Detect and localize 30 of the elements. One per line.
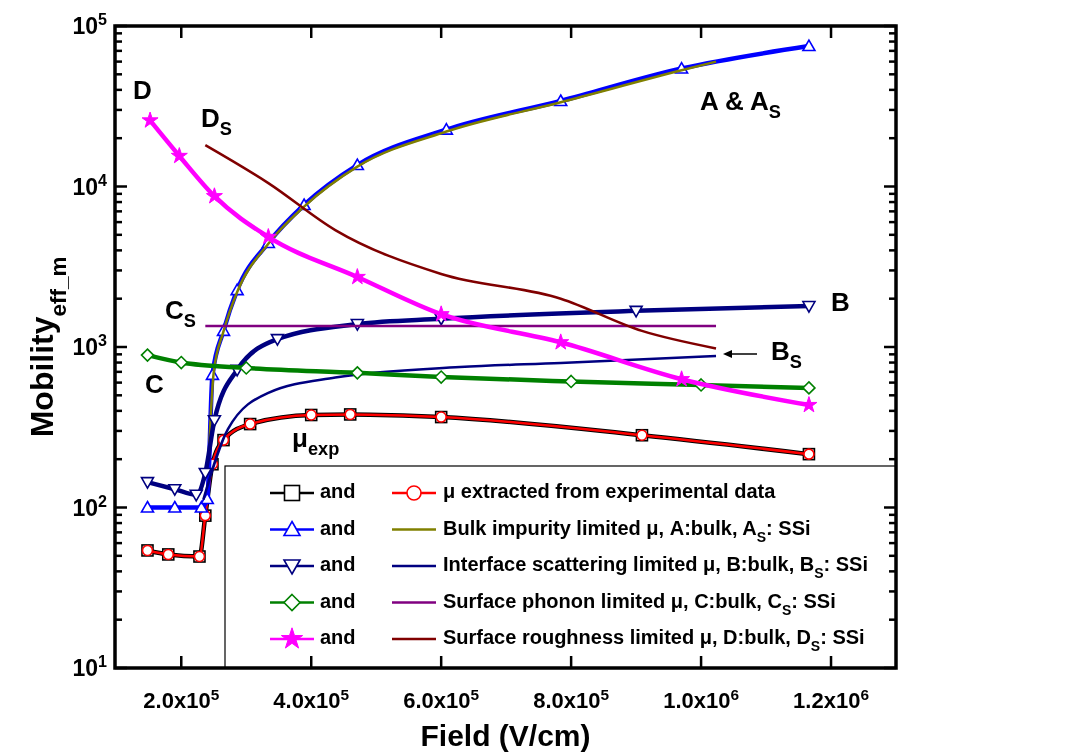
- annotation: B$_{S}$: [771, 335, 802, 372]
- x-tick-label: 2.0x10$^{5}$: [143, 685, 220, 713]
- x-tick-label: 1.2x10$^{6}$: [793, 685, 869, 713]
- x-tick-label: 8.0x10$^{5}$: [533, 685, 610, 713]
- annotation: and: [320, 480, 356, 503]
- x-tick-label: 1.0x10$^{6}$: [663, 685, 739, 713]
- y-tick-label: 10$^{2}$: [72, 491, 108, 521]
- annotation: and: [320, 626, 356, 649]
- legend-label: μ extracted from experimental data: [443, 480, 777, 503]
- y-tick-label: 10$^{1}$: [72, 652, 108, 681]
- legend-label: Surface phonon limited μ, C:bulk, C$_{S}$: SSi: [443, 589, 836, 618]
- legend-label: Interface scattering limited μ, B:bulk, B$_{S}$: SSi: [443, 553, 868, 581]
- annotation: B: [831, 286, 850, 317]
- x-tick-label: 6.0x10$^{5}$: [403, 685, 480, 713]
- y-tick-label: 10$^{4}$: [72, 170, 108, 200]
- y-tick-label: 10$^{5}$: [72, 10, 108, 39]
- annotation: and: [320, 589, 356, 612]
- legend-label: Bulk impurity limited μ, A:bulk, A$_{S}$: SSi: [443, 516, 811, 545]
- annotation: and: [320, 516, 356, 539]
- x-axis-title: Field (V/cm): [420, 719, 591, 752]
- annotation: μ$_{exp}$: [292, 422, 340, 459]
- annotation: D$_{S}$: [201, 102, 232, 139]
- x-tick-label: 4.0x10$^{5}$: [273, 685, 350, 713]
- annotation: and: [320, 553, 356, 576]
- annotation: C$_{S}$: [165, 294, 196, 331]
- legend-label: Surface roughness limited μ, D:bulk, D$_{S}$: SSi: [443, 626, 865, 654]
- annotation: C: [145, 368, 164, 399]
- annotation: A & A$_{S}$: [700, 85, 781, 122]
- y-tick-label: 10$^{3}$: [72, 331, 108, 360]
- annotation: D: [133, 74, 152, 105]
